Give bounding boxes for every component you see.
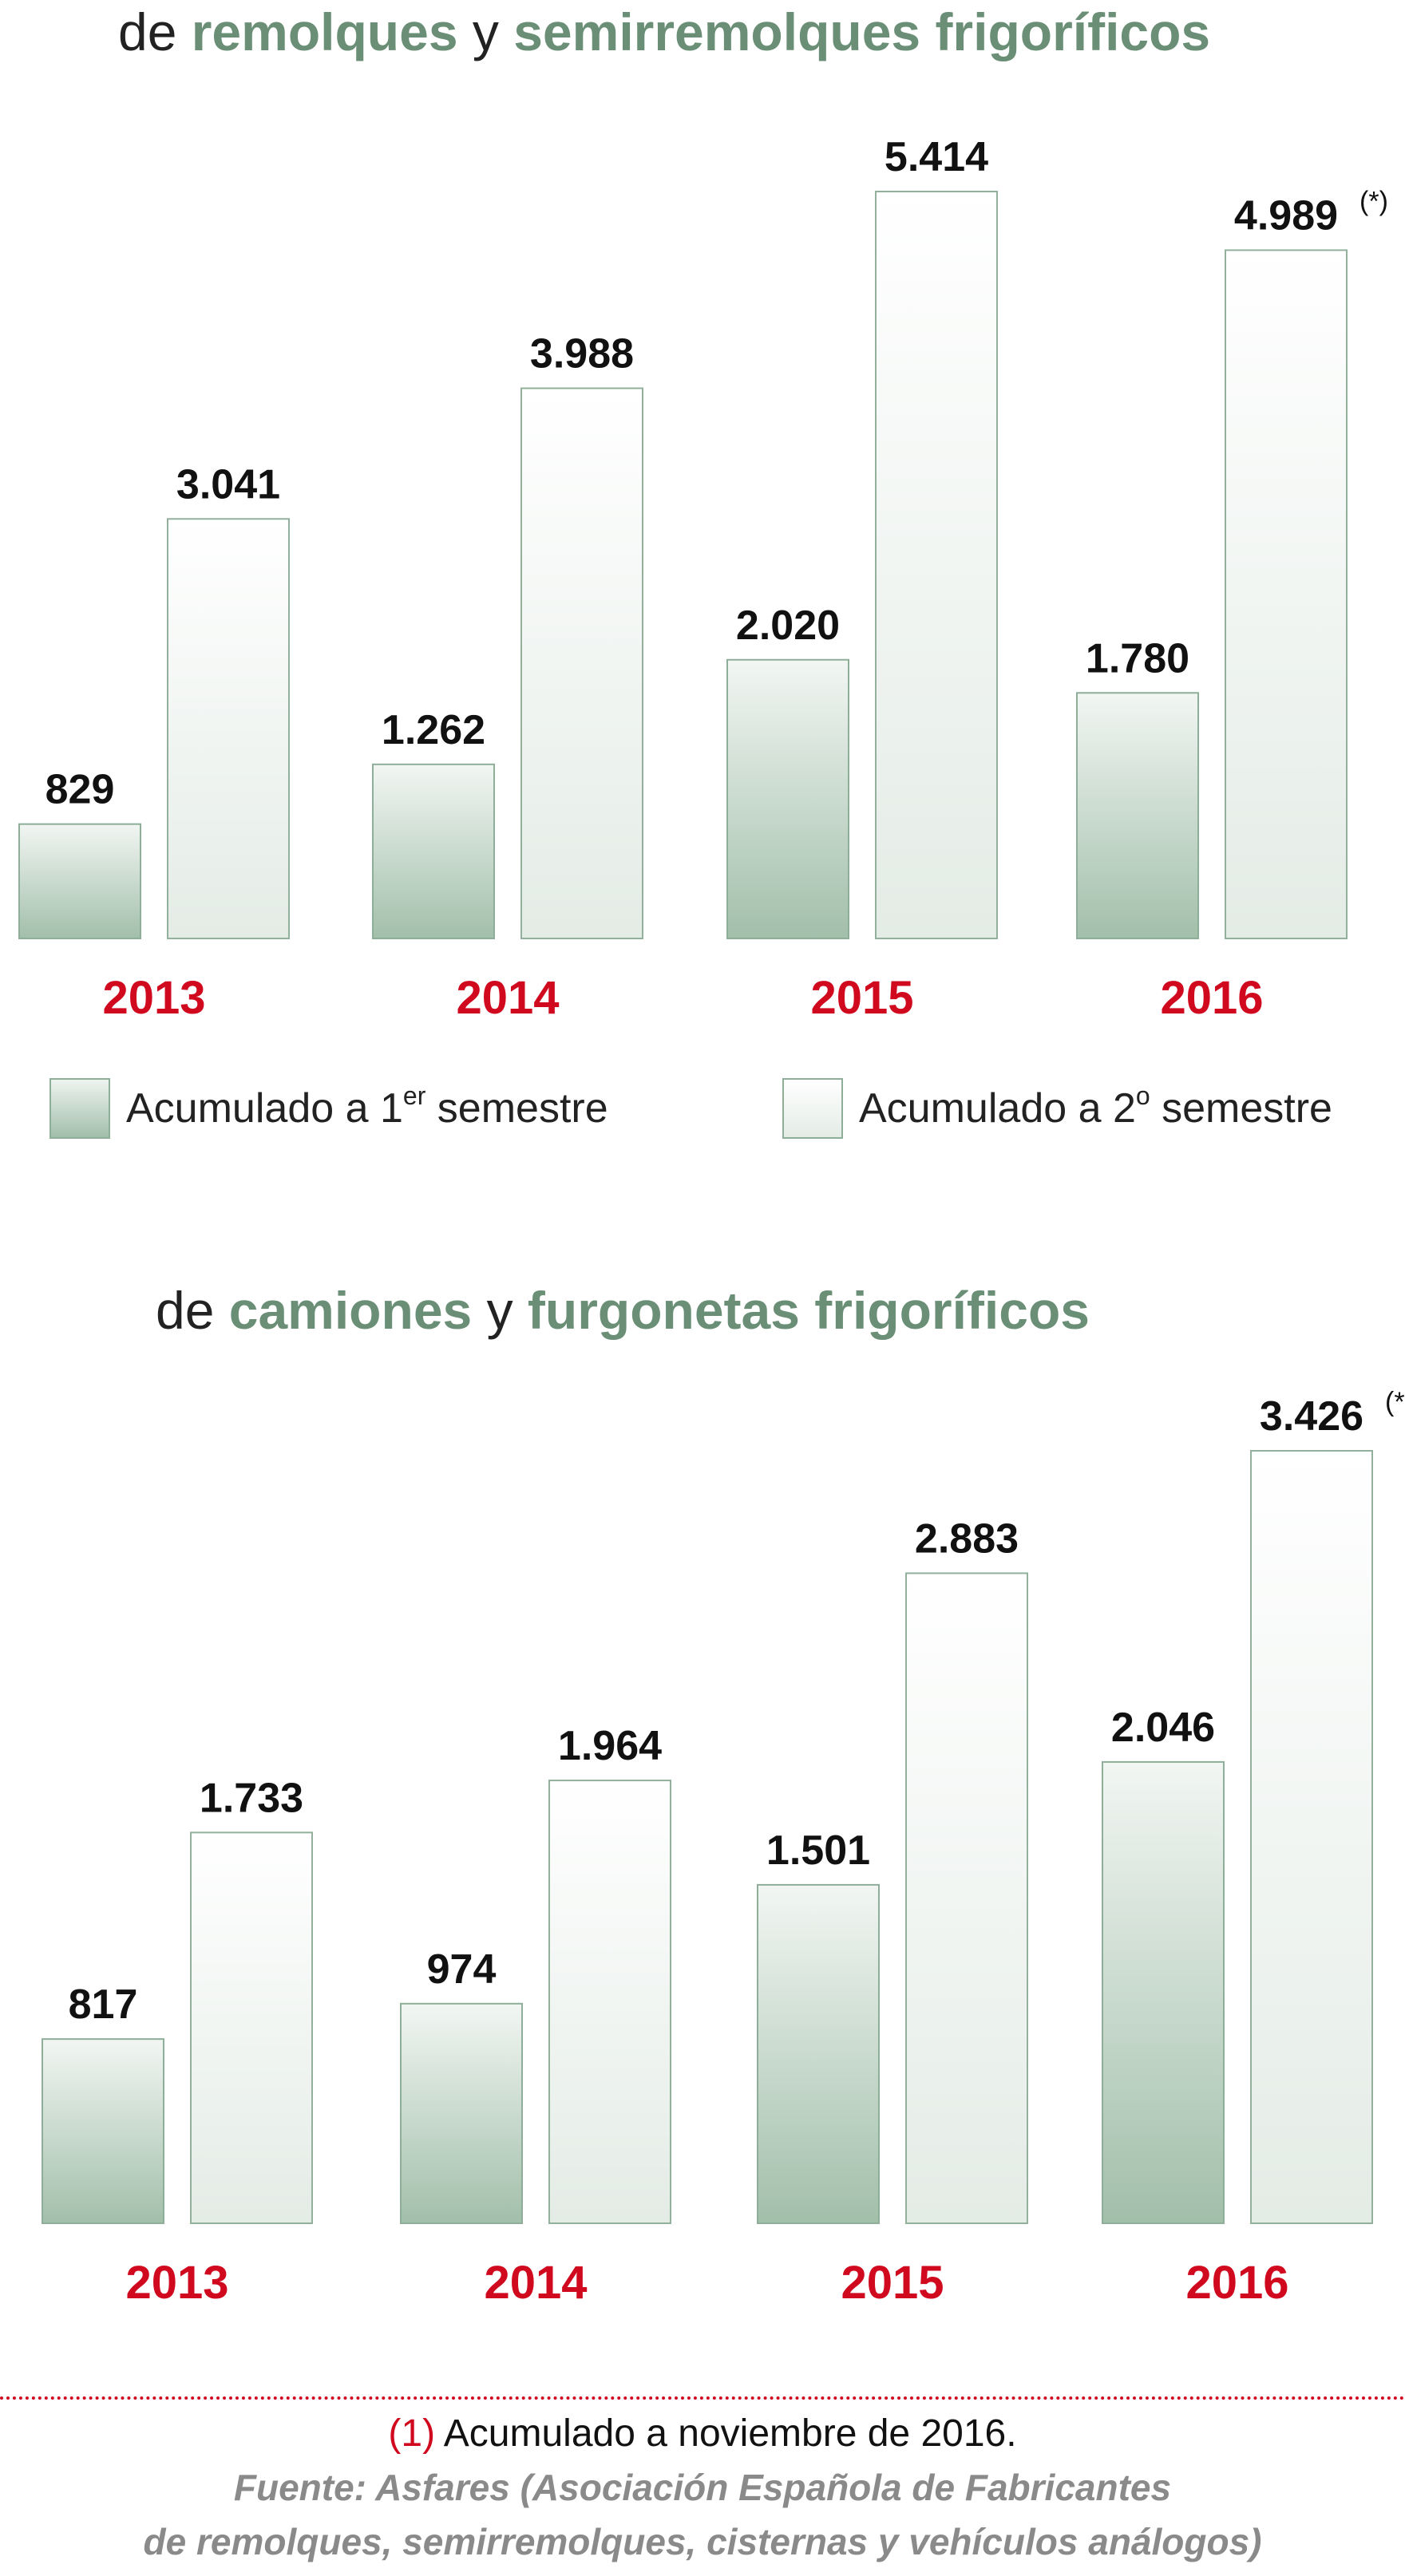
value-label-2016-second-semester: 4.989 [1234,192,1338,239]
bar-2013-second-semester [167,518,290,939]
year-label-2013: 2013 [102,972,205,1024]
footer-divider [0,2396,1405,2400]
bar-2014-second-semester [520,387,643,939]
chart-title-camiones: de camiones y furgonetas frigoríficos [156,1280,1090,1341]
source-line-1: Fuente: Asfares (Asociación Española de … [233,2467,1172,2508]
value-label-2014-second-semester: 1.964 [558,1723,662,1769]
value-label-2015-second-semester: 5.414 [885,134,988,180]
value-label-2013-first-semester: 829 [46,767,115,813]
legend-label-second-semester: Acumulado a 2o semestre [859,1081,1332,1132]
footnote-text: Acumulado a noviembre de 2016. [435,2412,1017,2455]
value-label-2015-first-semester: 1.501 [766,1827,870,1874]
bar-2015-first-semester [757,1883,880,2224]
value-label-2014-second-semester: 3.988 [530,331,634,377]
value-label-2013-first-semester: 817 [69,1981,138,2028]
bar-2013-first-semester [18,823,141,939]
annotation-asterisk-2016: (*) [1359,186,1388,216]
bar-2016-first-semester [1102,1760,1225,2224]
legend-swatch-second-semester [782,1078,843,1139]
title-highlight-furgonetas: furgonetas frigoríficos [527,1281,1090,1340]
value-label-2015-first-semester: 2.020 [736,603,840,649]
value-label-2014-first-semester: 1.262 [382,707,485,753]
chart-legend: Acumulado a 1er semestre Acumulado a 2o … [0,1073,1405,1145]
value-label-2016-first-semester: 2.046 [1111,1705,1215,1751]
value-label-2013-second-semester: 1.733 [200,1775,303,1821]
bar-2013-second-semester [190,1831,313,2225]
bar-2015-first-semester [726,658,849,940]
year-label-2015: 2015 [810,972,913,1024]
title-highlight-camiones: camiones [228,1281,473,1340]
bar-2015-second-semester [875,191,998,939]
bar-2014-first-semester [372,763,495,939]
title-highlight-semirremolques: semirremolques frigoríficos [513,2,1211,61]
legend-item-second-semester: Acumulado a 2o semestre [782,1078,1332,1139]
value-label-2015-second-semester: 2.883 [915,1515,1019,1562]
bar-2013-first-semester [42,2038,164,2224]
bar-chart-camiones: 817 1.733 2013 974 1.964 2014 1.501 2.883 2015 2.… [42,1387,1405,2309]
legend-item-first-semester: Acumulado a 1er semestre [49,1078,608,1139]
title-prefix: de [156,1281,229,1340]
bar-2014-first-semester [400,2002,523,2225]
title-highlight-remolques: remolques [191,2,458,61]
title-connector: y [457,2,514,61]
bar-2016-second-semester [1250,1450,1373,2224]
year-label-2014: 2014 [456,972,559,1024]
year-label-2016: 2016 [1185,2257,1288,2309]
bar-chart-remolques: 829 3.041 2013 1.262 3.988 2014 2.020 5.414 2015… [18,134,1388,1024]
value-label-2016-first-semester: 1.780 [1086,635,1189,682]
footnote-marker: (1) [388,2412,436,2455]
year-label-2014: 2014 [484,2257,587,2309]
chart-title-remolques: de remolques y semirremolques frigorífic… [118,2,1210,62]
footnote: (1) Acumulado a noviembre de 2016. [0,2412,1405,2455]
source-line-2: de remolques, semirremolques, cisternas … [143,2521,1262,2562]
legend-swatch-first-semester [49,1078,110,1139]
bar-2014-second-semester [548,1780,671,2224]
legend-label-first-semester: Acumulado a 1er semestre [126,1081,608,1132]
value-label-2016-second-semester: 3.426 [1260,1393,1363,1440]
bar-2015-second-semester [905,1572,1028,2224]
year-label-2016: 2016 [1160,972,1263,1024]
value-label-2013-second-semester: 3.041 [176,461,280,508]
bar-2016-first-semester [1076,692,1199,940]
bar-2016-second-semester [1225,249,1348,939]
year-label-2013: 2013 [125,2257,228,2309]
title-prefix: de [118,2,192,61]
value-label-2014-first-semester: 974 [427,1946,497,1993]
annotation-asterisk-2016: (*) [1385,1387,1405,1417]
year-label-2015: 2015 [841,2257,944,2309]
title-connector: y [472,1281,528,1340]
